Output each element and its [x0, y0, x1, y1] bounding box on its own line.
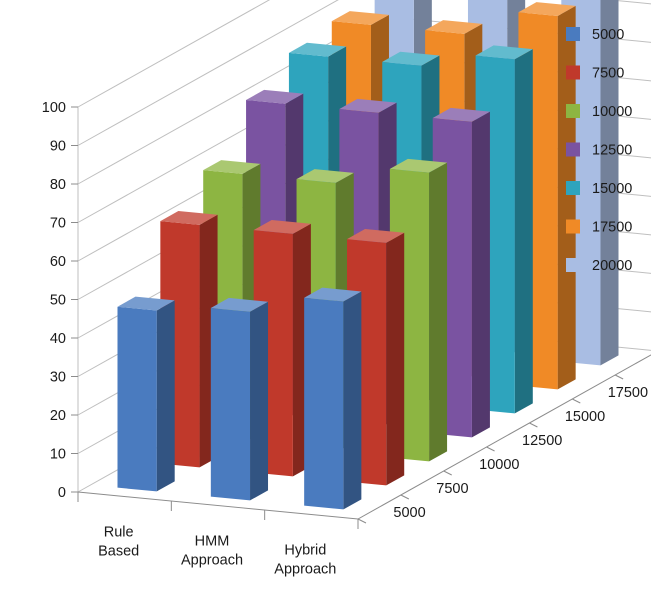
y-tick-label: 90	[50, 139, 66, 155]
bar-top	[432, 107, 490, 122]
category-label: HMM	[195, 534, 230, 550]
bar-side	[386, 232, 405, 486]
legend-label: 20000	[592, 258, 632, 274]
bar-top	[425, 20, 483, 34]
bar-top	[210, 297, 269, 312]
y-tick-label: 40	[50, 331, 66, 347]
gridline	[77, 0, 651, 146]
y-tick-label: 100	[42, 100, 66, 116]
bar-top	[117, 296, 175, 311]
depth-tick-mark	[529, 422, 538, 428]
depth-axis-label: 17500	[608, 385, 648, 401]
bar-top	[288, 42, 347, 57]
bar	[160, 211, 218, 468]
y-tick-label: 0	[58, 485, 66, 501]
bar-front	[304, 297, 344, 510]
bar-top	[475, 45, 533, 60]
depth-axis-label: 7500	[436, 481, 468, 497]
axes	[71, 106, 651, 529]
depth-tick-mark	[443, 470, 452, 476]
bar-side	[557, 5, 576, 390]
bar-side	[156, 300, 175, 492]
bar-top	[246, 89, 304, 104]
bar-top	[389, 158, 448, 173]
bar-top	[382, 51, 440, 66]
legend-swatch	[566, 219, 580, 234]
y-tick-label: 30	[50, 370, 66, 386]
bar-side	[429, 162, 448, 462]
legend-swatch	[566, 258, 580, 272]
bar-top	[518, 2, 576, 16]
legend-swatch	[566, 104, 580, 118]
legend-label: 12500	[592, 143, 632, 159]
y-tick-label: 20	[50, 408, 66, 424]
legend-swatch	[566, 142, 580, 157]
bar-top	[160, 211, 218, 225]
bar-side	[343, 291, 362, 510]
legend-label: 5000	[592, 27, 624, 43]
legend-swatch	[566, 181, 580, 195]
legend-label: 15000	[592, 181, 632, 197]
legend: 5000 7500 10000 12500 15000 17500 20000	[566, 27, 632, 274]
bar-top	[304, 287, 362, 302]
bar-side	[600, 0, 619, 366]
y-tick-label: 60	[50, 254, 66, 270]
depth-axis-label: 12500	[522, 433, 562, 449]
category-label: Hybrid	[284, 543, 326, 559]
depth-axis-label: 10000	[479, 457, 519, 473]
legend-label: 10000	[592, 104, 632, 120]
bar	[304, 287, 362, 510]
y-tick-label: 50	[50, 293, 66, 309]
y-tick-label: 70	[50, 216, 66, 232]
y-tick-label: 80	[50, 177, 66, 193]
bar-top	[203, 160, 261, 174]
y-tick-label: 10	[50, 447, 66, 463]
category-label: Rule	[104, 525, 134, 541]
legend-swatch	[566, 65, 580, 80]
depth-tick-mark	[357, 518, 367, 524]
bar-front	[210, 308, 251, 501]
bar-side	[514, 49, 533, 414]
bar	[210, 297, 269, 501]
bar-top	[296, 169, 354, 183]
depth-tick-mark	[614, 374, 624, 380]
category-label: Approach	[274, 562, 336, 578]
depth-tick-mark	[572, 398, 581, 404]
bar-side	[250, 301, 269, 501]
category-labels: Rule Based HMM Approach Hybrid Approach	[98, 525, 336, 578]
legend-label: 17500	[592, 220, 632, 236]
depth-tick-mark	[486, 446, 495, 452]
category-label: Based	[98, 544, 139, 560]
bar	[117, 296, 175, 492]
bar-front	[117, 306, 157, 492]
bar-side	[471, 111, 490, 438]
bar-top	[331, 11, 389, 25]
category-label: Approach	[181, 553, 243, 569]
bar-top	[253, 220, 311, 234]
depth-axis-label: 5000	[393, 505, 425, 521]
legend-swatch	[566, 27, 580, 41]
gridline	[77, 0, 271, 108]
bars	[117, 0, 619, 510]
bar-top	[339, 98, 397, 113]
bar-top	[347, 229, 405, 243]
legend-label: 7500	[592, 66, 624, 82]
y-tick-labels: 0 10 20 30 40 50 60 70 80 90 100	[42, 100, 66, 501]
depth-axis-label: 15000	[565, 409, 605, 425]
depth-tick-mark	[400, 494, 410, 500]
